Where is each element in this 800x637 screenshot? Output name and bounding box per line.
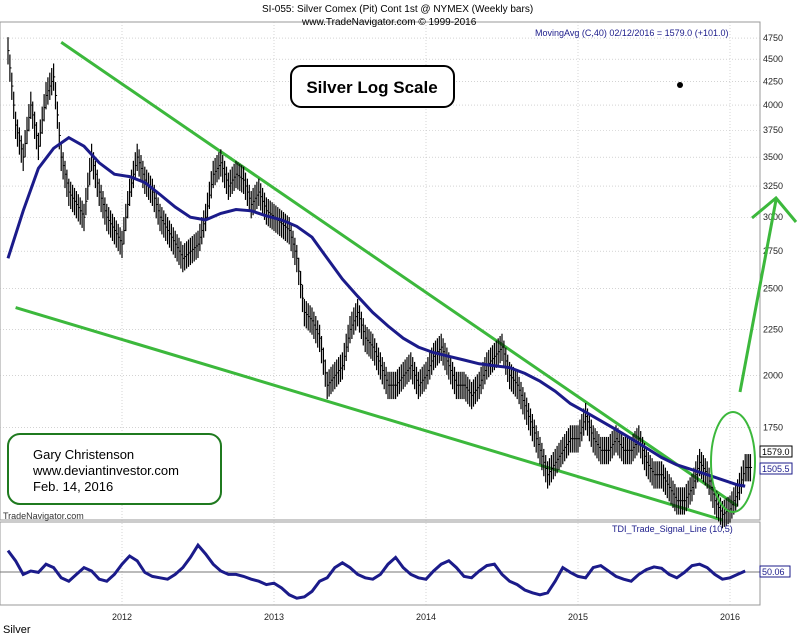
grid-lines: [0, 22, 760, 605]
oscillator-tag: [759, 565, 791, 578]
y-tick-label: 3500: [763, 152, 783, 162]
oscillator-tag-text: 50.06: [762, 567, 785, 577]
x-tick-label: 2013: [264, 612, 284, 622]
y-tick-label: 2750: [763, 246, 783, 256]
dot-marker: [677, 82, 683, 88]
oscillator-line: [6, 542, 746, 600]
footer-label: Silver: [3, 624, 31, 636]
symbol-header: SI-055: Silver Comex (Pit) Cont 1st @ NY…: [262, 4, 533, 15]
y-tick-label: 3750: [763, 125, 783, 135]
y-tick-label: 4000: [763, 100, 783, 110]
highlight-ellipse: [710, 411, 756, 513]
oscillator-pane-frame: [0, 521, 761, 606]
oscillator-legend: TDI_Trade_Signal_Line (10,5): [612, 524, 733, 534]
y-tick-label: 2500: [763, 283, 783, 293]
y-tick-label: 4750: [763, 33, 783, 43]
author-box: [7, 433, 222, 505]
y-tick-label: 1750: [763, 422, 783, 432]
copyright-header: www.TradeNavigator.com © 1999-2016: [301, 17, 477, 28]
projection-arrow-head: [751, 195, 798, 223]
trendlines: [15, 40, 739, 522]
watermark: TradeNavigator.com: [3, 511, 84, 521]
projection-arrow-line: [738, 199, 778, 393]
moving-average-tag-text: 1505.5: [762, 464, 790, 474]
last-price-tag: [759, 445, 793, 458]
y-tick-label: 3250: [763, 181, 783, 191]
y-tick-label: 4500: [763, 54, 783, 64]
moving-average-line: [6, 135, 746, 488]
author-site: www.deviantinvestor.com: [32, 463, 179, 478]
y-tick-label: 2250: [763, 324, 783, 334]
x-tick-label: 2015: [568, 612, 588, 622]
x-tick-label: 2012: [112, 612, 132, 622]
author-date: Feb. 14, 2016: [33, 479, 113, 494]
author-name: Gary Christenson: [33, 447, 134, 462]
x-axis-ticks: 2012 2013 2014 2015 2016: [112, 612, 740, 622]
x-tick-label: 2014: [416, 612, 436, 622]
moving-average-tag: [759, 462, 793, 475]
x-tick-label: 2016: [720, 612, 740, 622]
last-price-tag-text: 1579.0: [762, 447, 790, 457]
y-tick-label: 4250: [763, 76, 783, 86]
moving-average-legend: MovingAvg (C,40) 02/12/2016 = 1579.0 (+1…: [535, 28, 728, 38]
y-tick-label: 2000: [763, 370, 783, 380]
trendline: [60, 40, 739, 508]
trendline: [15, 306, 723, 522]
price-bars: [7, 37, 753, 529]
title-box-text: Silver Log Scale: [306, 78, 437, 97]
title-box: [290, 65, 455, 108]
y-axis-ticks: 1750200022502500275030003250350037504000…: [763, 33, 783, 432]
